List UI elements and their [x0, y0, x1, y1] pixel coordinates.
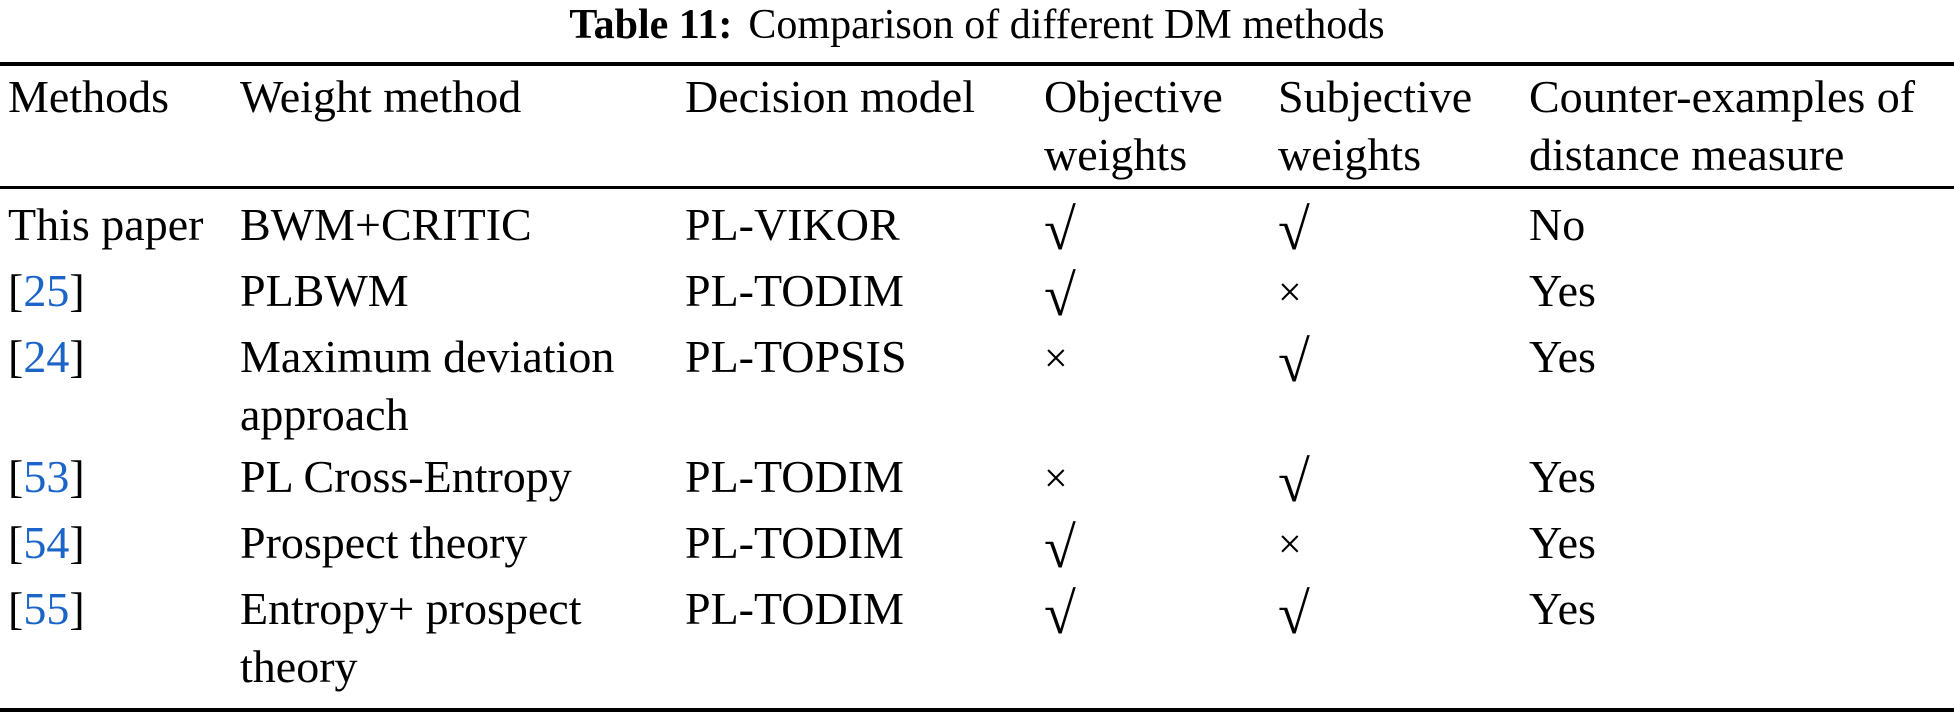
table-caption: Table 11: Comparison of different DM meth…: [0, 1, 1954, 49]
check-mark: √: [1044, 581, 1076, 646]
decision-model-cell: PL-VIKOR: [685, 199, 900, 250]
bracket-close: ]: [69, 265, 85, 316]
decision-model-cell: PL-TODIM: [685, 517, 904, 568]
citation-link[interactable]: [53]: [8, 451, 85, 502]
table-row-ref-24: [24] Maximum deviation approach PL-TOPSI…: [0, 326, 1954, 446]
weight-method-cell: BWM+CRITIC: [240, 199, 532, 250]
methods-cell: This paper: [0, 188, 240, 261]
weight-method-cell: Prospect theory: [240, 517, 528, 568]
check-mark: √: [1044, 263, 1076, 328]
methods-cell: [54]: [0, 512, 240, 578]
subjective-weights-cell: ×: [1278, 512, 1529, 578]
table-row-this-paper: This paper BWM+CRITIC PL-VIKOR √ √ No: [0, 188, 1954, 261]
method-label: This paper: [8, 199, 204, 250]
bracket-close: ]: [69, 451, 85, 502]
counter-examples-cell: Yes: [1529, 265, 1596, 316]
subjective-weights-cell: √: [1278, 446, 1529, 512]
table-header: Methods Weight method Decision model Obj…: [0, 62, 1954, 189]
table-row-ref-54: [54] Prospect theory PL-TODIM √ × Yes: [0, 512, 1954, 578]
citation-number: 54: [23, 517, 70, 568]
check-mark: √: [1044, 515, 1076, 580]
counter-examples-cell: Yes: [1529, 517, 1596, 568]
decision-model-cell: PL-TOPSIS: [685, 331, 907, 382]
subjective-weights-cell: √: [1278, 578, 1529, 712]
objective-weights-cell: ×: [1044, 326, 1278, 446]
counter-examples-cell: Yes: [1529, 451, 1596, 502]
methods-cell: [53]: [0, 446, 240, 512]
decision-model-cell: PL-TODIM: [685, 265, 904, 316]
table-body: This paper BWM+CRITIC PL-VIKOR √ √ No [2…: [0, 188, 1954, 712]
citation-number: 55: [23, 583, 70, 634]
objective-weights-cell: √: [1044, 578, 1278, 712]
table-row-ref-53: [53] PL Cross-Entropy PL-TODIM × √ Yes: [0, 446, 1954, 512]
counter-examples-cell: No: [1529, 199, 1586, 250]
header-row: Methods Weight method Decision model Obj…: [0, 62, 1954, 189]
bracket-close: ]: [69, 331, 85, 382]
citation-number: 25: [23, 265, 70, 316]
decision-model-cell: PL-TODIM: [685, 578, 1044, 712]
check-mark: √: [1278, 329, 1310, 394]
bracket-open: [: [8, 451, 24, 502]
methods-cell: [25]: [0, 260, 240, 326]
weight-method-cell: PL Cross-Entropy: [240, 451, 572, 502]
cross-mark: ×: [1044, 456, 1068, 502]
table-row-ref-25: [25] PLBWM PL-TODIM √ × Yes: [0, 260, 1954, 326]
column-header-weight-method: Weight method: [240, 62, 685, 189]
objective-weights-cell: √: [1044, 260, 1278, 326]
bracket-open: [: [8, 583, 24, 634]
subjective-weights-cell: ×: [1278, 260, 1529, 326]
table-row-ref-55: [55] Entropy+ prospect theory PL-TODIM √…: [0, 578, 1954, 712]
comparison-table: Methods Weight method Decision model Obj…: [0, 62, 1954, 712]
bracket-open: [: [8, 331, 24, 382]
table-caption-number: Table 11:: [569, 2, 733, 48]
objective-weights-cell: √: [1044, 188, 1278, 261]
citation-link[interactable]: [55]: [8, 583, 85, 634]
methods-cell: [24]: [0, 326, 240, 446]
cross-mark: ×: [1044, 336, 1068, 382]
subjective-weights-cell: √: [1278, 188, 1529, 261]
citation-link[interactable]: [24]: [8, 331, 85, 382]
bracket-open: [: [8, 517, 24, 568]
column-header-subjective-weights: Subjective weights: [1278, 62, 1529, 189]
table-caption-text: Comparison of different DM methods: [748, 2, 1385, 48]
citation-link[interactable]: [25]: [8, 265, 85, 316]
bracket-close: ]: [69, 583, 85, 634]
weight-method-cell: Entropy+ prospect theory: [240, 578, 685, 712]
objective-weights-cell: √: [1044, 512, 1278, 578]
citation-number: 24: [23, 331, 70, 382]
citation-link[interactable]: [54]: [8, 517, 85, 568]
column-header-objective-weights: Objective weights: [1044, 62, 1278, 189]
check-mark: √: [1278, 449, 1310, 514]
counter-examples-cell: Yes: [1529, 578, 1954, 712]
check-mark: √: [1044, 197, 1076, 262]
cross-mark: ×: [1278, 522, 1302, 568]
column-header-decision-model: Decision model: [685, 62, 1044, 189]
subjective-weights-cell: √: [1278, 326, 1529, 446]
decision-model-cell: PL-TODIM: [685, 451, 904, 502]
column-header-counter-examples: Counter-examples of distance measure: [1529, 62, 1954, 189]
weight-method-cell: Maximum deviation approach: [240, 331, 615, 440]
counter-examples-cell: Yes: [1529, 331, 1596, 382]
bracket-close: ]: [69, 517, 85, 568]
weight-method-cell: PLBWM: [240, 265, 409, 316]
objective-weights-cell: ×: [1044, 446, 1278, 512]
cross-mark: ×: [1278, 270, 1302, 316]
check-mark: √: [1278, 197, 1310, 262]
citation-number: 53: [23, 451, 70, 502]
check-mark: √: [1278, 581, 1310, 646]
methods-cell: [55]: [0, 578, 240, 712]
bracket-open: [: [8, 265, 24, 316]
column-header-methods: Methods: [0, 62, 240, 189]
